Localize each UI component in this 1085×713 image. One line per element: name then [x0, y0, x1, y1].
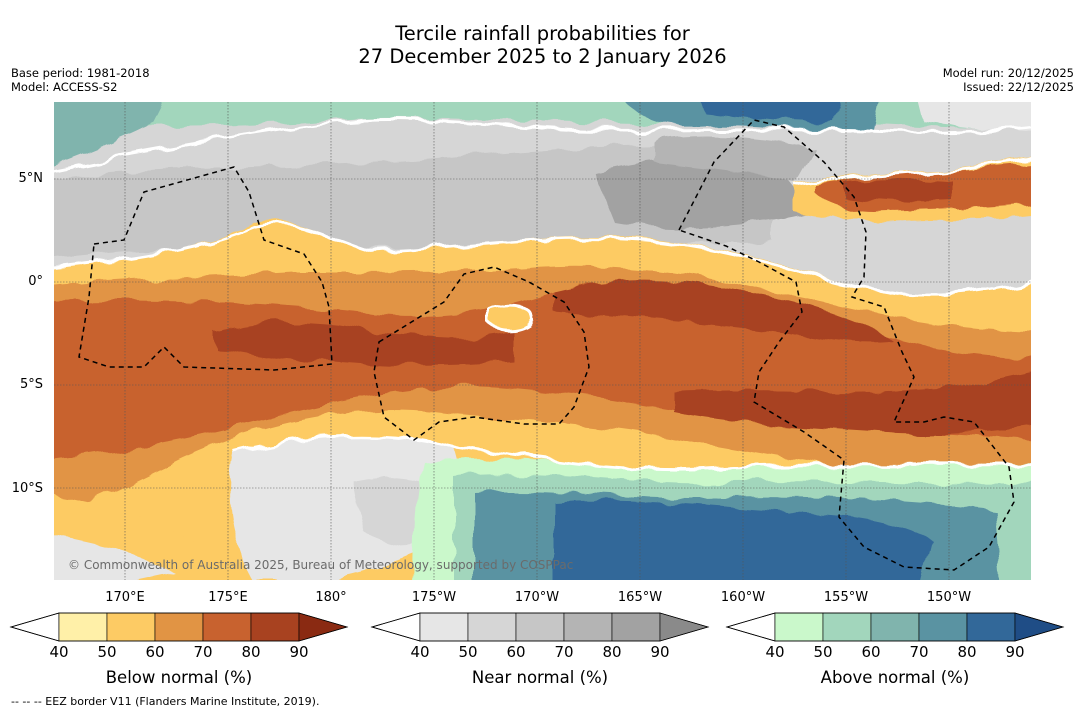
- label-below-normal: Below normal (%): [105, 668, 253, 687]
- colorbar-above-outline: [725, 612, 1065, 642]
- colorbar-near-seg-4: [563, 612, 613, 642]
- base-period: Base period: 1981-2018: [11, 66, 150, 80]
- meta-right: Model run: 20/12/2025 Issued: 22/12/2025: [943, 66, 1074, 94]
- lon-label-175w: 175°W: [411, 590, 457, 605]
- field-below-80-west: [214, 322, 514, 366]
- map-field: [54, 102, 1031, 580]
- lon-label-175e: 175°E: [208, 590, 248, 605]
- tick-above-40: 40: [765, 643, 785, 661]
- graticule: [54, 102, 1031, 580]
- colorbar-below-seg-1: [58, 612, 108, 642]
- field-nw-teal: [54, 102, 164, 165]
- tick-above-60: 60: [861, 643, 881, 661]
- lat-label-eq: 0°: [28, 274, 43, 289]
- colorbar-below-max-arrow: [298, 612, 349, 642]
- tick-above-90: 90: [1005, 643, 1025, 661]
- tick-near-50: 50: [458, 643, 478, 661]
- field-above-80: [554, 500, 934, 580]
- colorbar-above: [725, 612, 1065, 642]
- tick-above-80: 80: [957, 643, 977, 661]
- field-above-se: [994, 499, 1031, 580]
- eez-kiribati-line: [677, 119, 1015, 571]
- model-name: Model: ACCESS-S2: [11, 80, 118, 94]
- map-title-line2: 27 December 2025 to 2 January 2026: [358, 45, 727, 68]
- lon-label-170e: 170°E: [105, 590, 145, 605]
- field-ne-below-80: [844, 179, 954, 203]
- colorbar-near-max-arrow: [659, 612, 710, 642]
- lon-label-170w: 170°W: [514, 590, 560, 605]
- colorbar-below-seg-2: [106, 612, 156, 642]
- colorbar-above-max-arrow: [1014, 612, 1065, 642]
- lon-label-165w: 165°W: [617, 590, 663, 605]
- tick-above-70: 70: [909, 643, 929, 661]
- field-below-80-centre: [554, 281, 894, 344]
- colorbar-below-outline: [9, 612, 349, 642]
- field-ne-grey: [919, 102, 1031, 131]
- tick-near-80: 80: [602, 643, 622, 661]
- colorbar-above-seg-4: [918, 612, 968, 642]
- colorbar-near: [370, 612, 710, 642]
- eez-kiribati-phoenix: [373, 266, 590, 441]
- colorbar-below-seg-5: [250, 612, 300, 642]
- model-run: Model run: 20/12/2025: [942, 66, 1074, 80]
- tick-below-80: 80: [241, 643, 261, 661]
- colorbar-near-min-arrow: [370, 612, 421, 642]
- colorbar-above-seg-3: [870, 612, 920, 642]
- tick-below-70: 70: [193, 643, 213, 661]
- tick-near-90: 90: [650, 643, 670, 661]
- colorbar-below-seg-4: [202, 612, 252, 642]
- tick-near-40: 40: [410, 643, 430, 661]
- colorbar-above-min-arrow: [725, 612, 776, 642]
- probability-map: [54, 102, 1031, 580]
- lat-label-5n: 5°N: [18, 171, 44, 186]
- field-grey-mid: [654, 136, 814, 182]
- lon-label-155w: 155°W: [823, 590, 869, 605]
- colorbar-near-seg-2: [467, 612, 517, 642]
- tick-below-60: 60: [145, 643, 165, 661]
- colorbar-near-seg-3: [515, 612, 565, 642]
- colorbar-below-seg-3: [154, 612, 204, 642]
- colorbar-below-min-arrow: [9, 612, 60, 642]
- contour-ne: [793, 157, 1031, 186]
- tick-below-90: 90: [289, 643, 309, 661]
- tick-below-40: 40: [49, 643, 69, 661]
- colorbar-above-seg-1: [774, 612, 824, 642]
- label-above-normal: Above normal (%): [820, 668, 970, 687]
- map-title-line1: Tercile rainfall probabilities for: [395, 22, 690, 45]
- probability-map-svg: [54, 102, 1031, 580]
- colorbar-below: [9, 612, 349, 642]
- tick-near-70: 70: [554, 643, 574, 661]
- field-grey-band: [54, 145, 774, 260]
- contour-island: [488, 304, 536, 333]
- tick-below-50: 50: [97, 643, 117, 661]
- lat-label-10s: 10°S: [11, 481, 43, 496]
- field-sw-grey: [54, 535, 174, 580]
- colorbars: [9, 612, 1065, 642]
- tick-near-60: 60: [506, 643, 526, 661]
- eez-kiribati-west: [78, 166, 333, 371]
- contour-centre: [54, 222, 1031, 296]
- colorbar-above-seg-2: [822, 612, 872, 642]
- colorbar-near-seg-5: [611, 612, 661, 642]
- lon-label-150w: 150°W: [926, 590, 972, 605]
- colorbar-near-outline: [370, 612, 710, 642]
- colorbar-above-seg-5: [966, 612, 1016, 642]
- field-north-blue: [700, 102, 839, 123]
- eez-legend-note: -- -- -- EEZ border V11 (Flanders Marine…: [11, 695, 320, 708]
- copyright-notice: © Commonwealth of Australia 2025, Bureau…: [68, 558, 574, 572]
- label-near-normal: Near normal (%): [471, 668, 609, 687]
- eez-borders: [78, 119, 1015, 571]
- field-below-80-east: [674, 372, 1031, 434]
- meta-left: Base period: 1981-2018 Model: ACCESS-S2: [11, 66, 150, 94]
- lon-label-160w: 160°W: [720, 590, 766, 605]
- lat-label-5s: 5°S: [19, 377, 43, 392]
- colorbar-near-seg-1: [419, 612, 469, 642]
- lon-label-180: 180°: [315, 590, 347, 605]
- contour-south: [233, 434, 1031, 471]
- issued-date: Issued: 22/12/2025: [963, 80, 1074, 94]
- tick-above-50: 50: [813, 643, 833, 661]
- contour-north: [54, 117, 1031, 172]
